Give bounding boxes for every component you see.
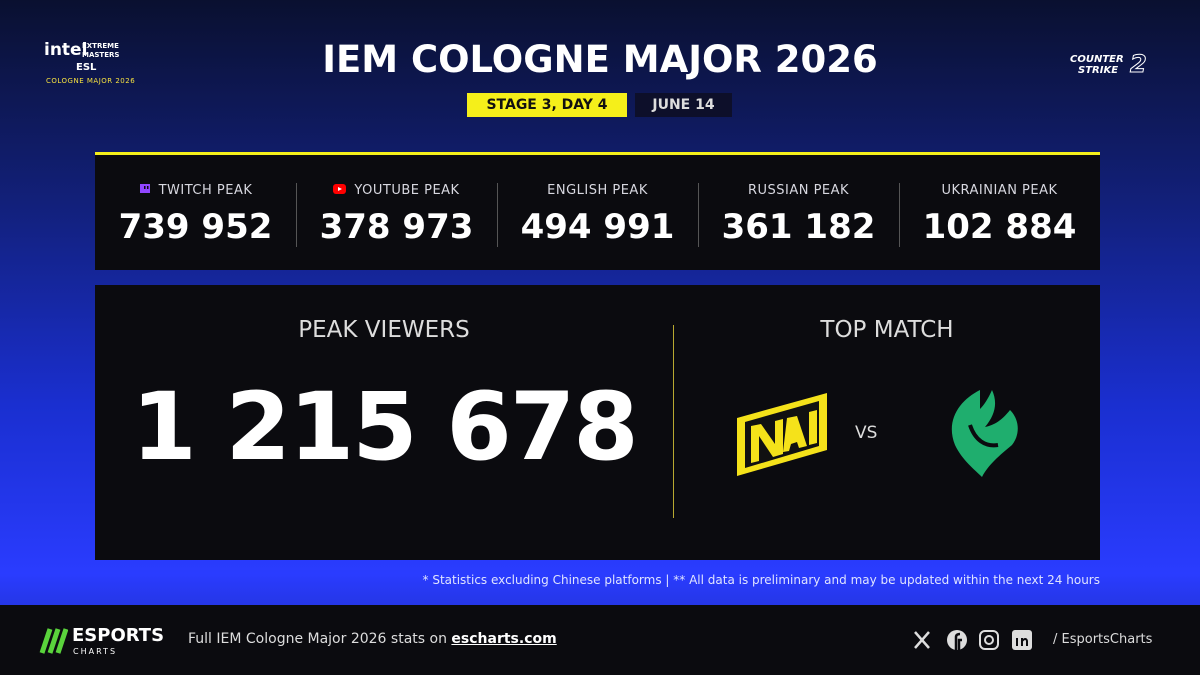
main-panel: PEAK VIEWERS 1 215 678 TOP MATCH VS: [95, 285, 1100, 560]
stat-value: 739 952: [118, 207, 273, 247]
footer: ESPORTS CHARTS Full IEM Cologne Major 20…: [0, 605, 1200, 675]
brand-line: CHARTS: [73, 647, 118, 656]
date-badge: JUNE 14: [635, 93, 732, 117]
stage-badge: STAGE 3, DAY 4: [467, 93, 627, 117]
stat-label: ENGLISH PEAK: [547, 183, 648, 198]
social-icons: [914, 630, 1032, 650]
logo-line: MASTERS: [82, 51, 120, 59]
stat-value: 378 973: [319, 207, 474, 247]
top-match-label: TOP MATCH: [820, 317, 954, 343]
logo-line: EXTREME: [82, 42, 119, 50]
stat-label: RUSSIAN PEAK: [747, 183, 850, 198]
stat-item: YOUTUBE PEAK 378 973: [296, 155, 497, 273]
handle[interactable]: / EsportsCharts: [1053, 632, 1153, 647]
stat-label-row: UKRAINIAN PEAK: [899, 183, 1100, 198]
footnote: * Statistics excluding Chinese platforms…: [422, 573, 1100, 587]
stat-item: ENGLISH PEAK 494 991: [497, 155, 698, 273]
vs-label: VS: [855, 423, 878, 443]
team-logo-falcons: [951, 390, 1018, 477]
logo-event: COLOGNE MAJOR 2026: [46, 77, 136, 85]
facebook-icon[interactable]: [947, 630, 967, 650]
stats-panel: TWITCH PEAK 739 952 YOUTUBE PEAK 378 973 ENG…: [95, 152, 1100, 270]
team-logo-navi: [737, 393, 827, 476]
peak-label: PEAK VIEWERS: [298, 317, 470, 343]
stat-separator: [698, 183, 699, 247]
linkedin-icon[interactable]: [1012, 630, 1032, 650]
divider: [673, 325, 674, 518]
stat-label-row: TWITCH PEAK: [95, 183, 296, 198]
stat-value: 361 182: [721, 207, 876, 247]
stat-separator: [899, 183, 900, 247]
stat-label-row: RUSSIAN PEAK: [698, 183, 899, 198]
stat-label: TWITCH PEAK: [158, 183, 253, 198]
brand-icon: [39, 628, 68, 654]
peak-value: 1 215 678: [131, 373, 638, 482]
stat-value: 102 884: [922, 207, 1077, 247]
logo-brand: intel: [44, 40, 88, 60]
stat-label: UKRAINIAN PEAK: [941, 183, 1058, 198]
title: IEM COLOGNE MAJOR 2026: [322, 38, 878, 81]
stat-item: RUSSIAN PEAK 361 182: [698, 155, 899, 273]
youtube-icon: [333, 184, 347, 194]
game-logo-line: STRIKE: [1078, 65, 1119, 76]
cta-link[interactable]: escharts.com: [451, 631, 557, 647]
stat-item: UKRAINIAN PEAK 102 884: [899, 155, 1100, 273]
game-logo-number: 2: [1130, 50, 1148, 79]
stat-value: 494 991: [520, 207, 675, 247]
x-icon[interactable]: [914, 631, 930, 649]
stat-separator: [296, 183, 297, 247]
game-logo-line: COUNTER: [1070, 54, 1124, 65]
cta: Full IEM Cologne Major 2026 stats on esc…: [188, 631, 557, 647]
brand-line: ESPORTS: [72, 625, 165, 646]
twitch-icon: [139, 184, 150, 193]
stat-item: TWITCH PEAK 739 952: [95, 155, 296, 273]
stat-label-row: YOUTUBE PEAK: [296, 183, 497, 198]
instagram-icon[interactable]: [979, 630, 999, 650]
cta-text: Full IEM Cologne Major 2026 stats on: [188, 631, 447, 647]
stat-label: YOUTUBE PEAK: [354, 183, 460, 198]
logo-org: ESL: [76, 62, 97, 73]
stat-label-row: ENGLISH PEAK: [497, 183, 698, 198]
stat-separator: [497, 183, 498, 247]
